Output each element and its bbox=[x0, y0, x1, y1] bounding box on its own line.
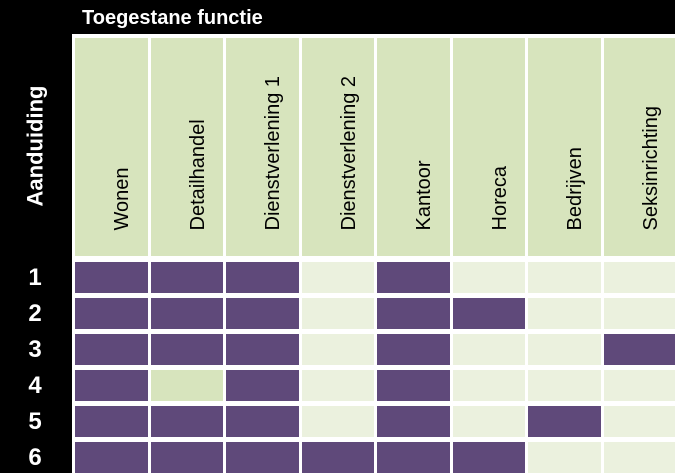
column-header: Horeca bbox=[452, 38, 525, 256]
not-allowed-cell bbox=[301, 298, 374, 329]
column-header: Dienstverlening 1 bbox=[226, 38, 299, 256]
column-header-label: Horeca bbox=[488, 166, 511, 231]
row-label: 3 bbox=[28, 335, 42, 363]
not-allowed-cell bbox=[301, 370, 374, 401]
title-bar bbox=[0, 0, 675, 34]
column-header-label: Dienstverlening 2 bbox=[337, 75, 360, 231]
not-allowed-cell bbox=[301, 406, 374, 437]
allowed-cell bbox=[377, 442, 450, 473]
allowed-cell bbox=[150, 406, 223, 437]
not-allowed-cell bbox=[603, 370, 675, 401]
allowed-cell bbox=[150, 334, 223, 365]
not-allowed-cell bbox=[150, 370, 223, 401]
column-header-label: Kantoor bbox=[413, 160, 436, 231]
row-label: 6 bbox=[28, 443, 42, 471]
allowed-cell bbox=[603, 334, 675, 365]
allowed-cell bbox=[226, 442, 299, 473]
not-allowed-cell bbox=[528, 298, 601, 329]
allowed-cell bbox=[528, 406, 601, 437]
allowed-cell bbox=[150, 442, 223, 473]
allowed-cell bbox=[75, 370, 148, 401]
allowed-cell bbox=[377, 334, 450, 365]
allowed-cell bbox=[226, 334, 299, 365]
column-header-label: Seksinrichting bbox=[639, 105, 662, 231]
not-allowed-cell bbox=[452, 370, 525, 401]
row-label: 2 bbox=[28, 299, 42, 327]
allowed-cell bbox=[75, 442, 148, 473]
not-allowed-cell bbox=[301, 334, 374, 365]
allowed-cell bbox=[150, 262, 223, 293]
allowed-cell bbox=[377, 262, 450, 293]
column-header: Dienstverlening 2 bbox=[301, 38, 374, 256]
row-label: 4 bbox=[28, 371, 42, 399]
not-allowed-cell bbox=[452, 262, 525, 293]
allowed-cell bbox=[377, 298, 450, 329]
allowed-cell bbox=[377, 370, 450, 401]
column-header-label: Detailhandel bbox=[186, 119, 209, 231]
allowed-cell bbox=[226, 298, 299, 329]
table-title: Toegestane functie bbox=[82, 7, 263, 29]
row-label: 1 bbox=[28, 263, 42, 291]
not-allowed-cell bbox=[528, 334, 601, 365]
column-header: Detailhandel bbox=[150, 38, 223, 256]
allowed-cell bbox=[75, 334, 148, 365]
allowed-cell bbox=[75, 262, 148, 293]
row-label: 5 bbox=[28, 407, 42, 435]
column-header-label: Wonen bbox=[111, 167, 134, 231]
column-header: Bedrijven bbox=[528, 38, 601, 256]
allowed-cell bbox=[452, 298, 525, 329]
allowed-cell bbox=[226, 370, 299, 401]
column-header: Seksinrichting bbox=[603, 38, 675, 256]
allowed-cell bbox=[377, 406, 450, 437]
row-label-column bbox=[0, 0, 72, 473]
not-allowed-cell bbox=[603, 262, 675, 293]
not-allowed-cell bbox=[301, 262, 374, 293]
column-header-label: Bedrijven bbox=[564, 147, 587, 231]
not-allowed-cell bbox=[452, 406, 525, 437]
column-header: Wonen bbox=[75, 38, 148, 256]
allowed-cell bbox=[150, 298, 223, 329]
allowed-cell bbox=[75, 406, 148, 437]
allowed-cell bbox=[452, 442, 525, 473]
not-allowed-cell bbox=[528, 262, 601, 293]
allowed-cell bbox=[301, 442, 374, 473]
not-allowed-cell bbox=[528, 442, 601, 473]
not-allowed-cell bbox=[603, 406, 675, 437]
not-allowed-cell bbox=[528, 370, 601, 401]
allowed-cell bbox=[226, 406, 299, 437]
not-allowed-cell bbox=[452, 334, 525, 365]
not-allowed-cell bbox=[603, 442, 675, 473]
not-allowed-cell bbox=[603, 298, 675, 329]
allowed-cell bbox=[226, 262, 299, 293]
allowed-cell bbox=[75, 298, 148, 329]
column-header-label: Dienstverlening 1 bbox=[262, 75, 285, 231]
row-header-label: Aanduiding bbox=[22, 85, 48, 207]
column-header: Kantoor bbox=[377, 38, 450, 256]
